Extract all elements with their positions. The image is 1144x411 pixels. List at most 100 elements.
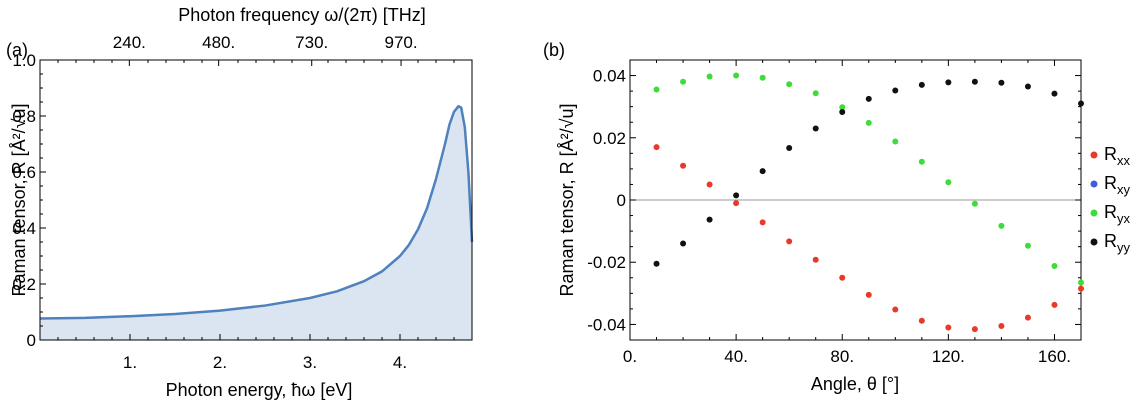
legend-label-subscript: yy: [1117, 240, 1131, 255]
point-ryx: [971, 200, 978, 207]
point-rxx: [786, 238, 793, 245]
point-rxx: [865, 291, 872, 298]
point-rxx: [759, 219, 766, 226]
point-ryy: [945, 79, 952, 86]
point-rxx: [812, 256, 819, 263]
point-ryy: [653, 260, 660, 267]
y-tick-label: 0.6: [12, 163, 36, 182]
legend-label-base: R: [1104, 173, 1117, 193]
y-tick-label: -0.04: [587, 315, 626, 334]
top-tick-label: 480.: [202, 33, 235, 52]
x-tick-label: 0.: [623, 347, 637, 366]
area-fill: [40, 106, 472, 340]
area-line: [39, 104, 474, 320]
point-ryy: [1024, 83, 1031, 90]
legend-marker-ryy: [1090, 238, 1098, 246]
point-ryy: [759, 168, 766, 175]
point-ryx: [918, 158, 925, 165]
panel-b-label: (b): [543, 40, 565, 60]
point-ryy: [971, 78, 978, 85]
point-ryy: [733, 192, 740, 199]
legend-label-rxx: Rxx: [1104, 144, 1131, 168]
legend-label-base: R: [1104, 231, 1117, 251]
point-ryx: [945, 179, 952, 186]
point-ryx: [1051, 262, 1058, 269]
panel-a-y-axis-title: Raman tensor, R [Å²/√u]: [9, 104, 29, 297]
point-ryx: [1078, 279, 1084, 286]
x-tick-label: 160.: [1038, 347, 1071, 366]
point-ryx: [680, 78, 687, 85]
point-rxx: [839, 274, 846, 281]
point-rxx: [1051, 301, 1058, 308]
point-ryx: [786, 81, 793, 88]
point-ryx: [812, 90, 819, 97]
legend-label-base: R: [1104, 202, 1117, 222]
point-ryy: [892, 87, 899, 94]
point-ryy: [1078, 100, 1084, 107]
x-tick-label: 3.: [303, 353, 317, 372]
top-tick-label: 240.: [113, 33, 146, 52]
legend-label-base: R: [1104, 144, 1117, 164]
x-tick-label: 2.: [213, 353, 227, 372]
point-ryx: [653, 86, 660, 93]
panel-a-plot: 1. 2. 3. 4. 0 0.2 0.4 0.6 0.8 1.0 240. 480. 730. 970.: [12, 33, 474, 372]
y-tick-label: 0.2: [12, 275, 36, 294]
point-ryy: [998, 79, 1005, 86]
point-ryx: [998, 222, 1005, 229]
point-rxx: [733, 200, 740, 207]
legend-label-rxy: Rxy: [1104, 173, 1131, 197]
point-rxx: [706, 181, 713, 188]
y-tick-label: 0.04: [593, 67, 626, 86]
point-ryy: [918, 81, 925, 88]
point-ryx: [733, 72, 740, 79]
point-ryx: [865, 119, 872, 126]
point-ryx: [706, 73, 713, 80]
top-tick-label: 730.: [295, 33, 328, 52]
point-ryy: [865, 95, 872, 102]
point-rxx: [945, 324, 952, 331]
point-ryy: [812, 125, 819, 132]
point-rxx: [1078, 285, 1084, 292]
x-tick-label: 120.: [932, 347, 965, 366]
y-tick-label: 0.4: [12, 219, 36, 238]
panel-b-plot: 0. 40. 80. 120. 160. -0.04 -0.02 0 0.02 0.04: [587, 59, 1084, 366]
point-rxx: [653, 144, 660, 151]
panel-a-top-axis-title: Photon frequency ω/(2π) [THz]: [178, 5, 426, 25]
panel-b-y-axis-title: Raman tensor, R [Å²/√u]: [557, 104, 577, 297]
panel-b-x-axis-title: Angle, θ [°]: [811, 374, 899, 394]
point-ryx: [839, 104, 846, 111]
panel-a-x-axis-title: Photon energy, ħω [eV]: [166, 380, 353, 400]
legend-marker-ryx: [1090, 209, 1098, 217]
y-tick-label: 0.8: [12, 107, 36, 126]
top-tick-label: 970.: [384, 33, 417, 52]
x-tick-label: 1.: [123, 353, 137, 372]
point-ryx: [1024, 242, 1031, 249]
legend-label-subscript: yx: [1117, 211, 1131, 226]
y-tick-label: 0: [617, 191, 626, 210]
point-rxx: [998, 323, 1005, 329]
legend-label-ryy: Ryy: [1104, 231, 1131, 255]
legend-marker-rxx: [1090, 151, 1098, 159]
point-ryy: [680, 240, 687, 247]
legend-label-subscript: xy: [1117, 182, 1131, 197]
point-ryx: [892, 138, 899, 145]
x-tick-label: 40.: [724, 347, 748, 366]
point-rxx: [918, 317, 925, 324]
x-tick-label: 4.: [393, 353, 407, 372]
y-tick-label: 0: [27, 331, 36, 350]
panel-a-label: (a): [6, 40, 28, 60]
point-ryy: [786, 145, 793, 152]
point-ryy: [839, 108, 846, 115]
y-tick-label: 0.02: [593, 129, 626, 148]
point-ryy: [706, 216, 713, 223]
point-ryy: [1051, 90, 1058, 97]
x-tick-label: 80.: [830, 347, 854, 366]
point-rxx: [680, 162, 687, 169]
point-rxx: [971, 326, 978, 333]
point-rxx: [892, 306, 899, 313]
point-rxx: [1024, 314, 1031, 321]
legend-label-subscript: xx: [1117, 153, 1131, 168]
legend-marker-rxy: [1090, 180, 1098, 188]
